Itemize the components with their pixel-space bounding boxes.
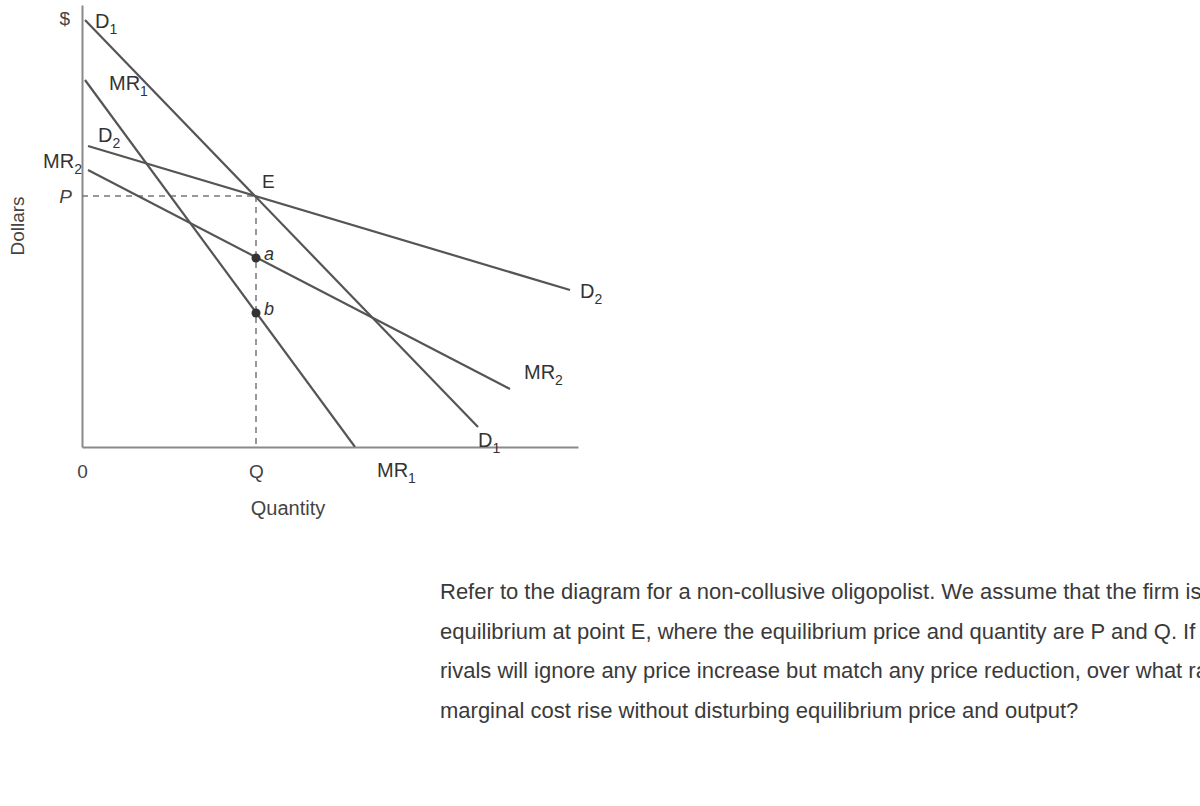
curve-label: MR2 xyxy=(524,361,563,388)
y-tick-label: P xyxy=(59,186,72,207)
point-label: E xyxy=(262,171,275,192)
point xyxy=(252,309,261,318)
x-tick-label: Q xyxy=(249,461,264,482)
x-tick-label: 0 xyxy=(77,461,88,482)
curve-label: D1 xyxy=(478,429,500,456)
curve xyxy=(85,20,478,427)
curve-label: MR2 xyxy=(43,150,82,177)
curve-label: D2 xyxy=(580,280,602,307)
caption-line: Refer to the diagram for a non-collusive… xyxy=(440,572,1180,612)
y-axis-title: Dollars xyxy=(7,196,28,255)
caption-line: equilibrium at point E, where the equili… xyxy=(440,612,1180,652)
curve-label: D1 xyxy=(95,10,117,37)
y-axis: P xyxy=(59,6,82,448)
axis-line xyxy=(82,6,84,448)
curve-label: MR1 xyxy=(377,459,416,486)
x-axis-title: Quantity xyxy=(251,497,325,519)
curve-label: D2 xyxy=(98,124,120,151)
point-label: b xyxy=(264,299,274,319)
plot-area xyxy=(82,20,570,447)
x-tick: 0 xyxy=(77,447,88,482)
quantity-guide xyxy=(255,196,257,447)
point-label: a xyxy=(264,244,274,264)
chart: 0QPQuantityDollars$D1D1MR1MR1D2D2MR2MR2E… xyxy=(0,0,1200,806)
x-tick: Q xyxy=(249,447,264,482)
caption: Refer to the diagram for a non-collusive… xyxy=(440,572,1180,730)
caption-line: marginal cost rise without disturbing eq… xyxy=(440,691,1180,731)
y-tick: P xyxy=(59,186,82,207)
labels: D1 D1 MR1 MR1 D2 D2 MR2 MR2 Ea b xyxy=(43,10,602,486)
x-axis: 0Q xyxy=(77,447,578,482)
caption-line: rivals will ignore any price increase bu… xyxy=(440,651,1180,691)
y-unit: $ xyxy=(59,8,70,29)
curve-label: MR1 xyxy=(109,72,148,99)
curve xyxy=(85,80,355,447)
curve xyxy=(88,146,570,290)
axis-line xyxy=(83,447,579,449)
point xyxy=(252,254,261,263)
curve xyxy=(88,170,510,389)
